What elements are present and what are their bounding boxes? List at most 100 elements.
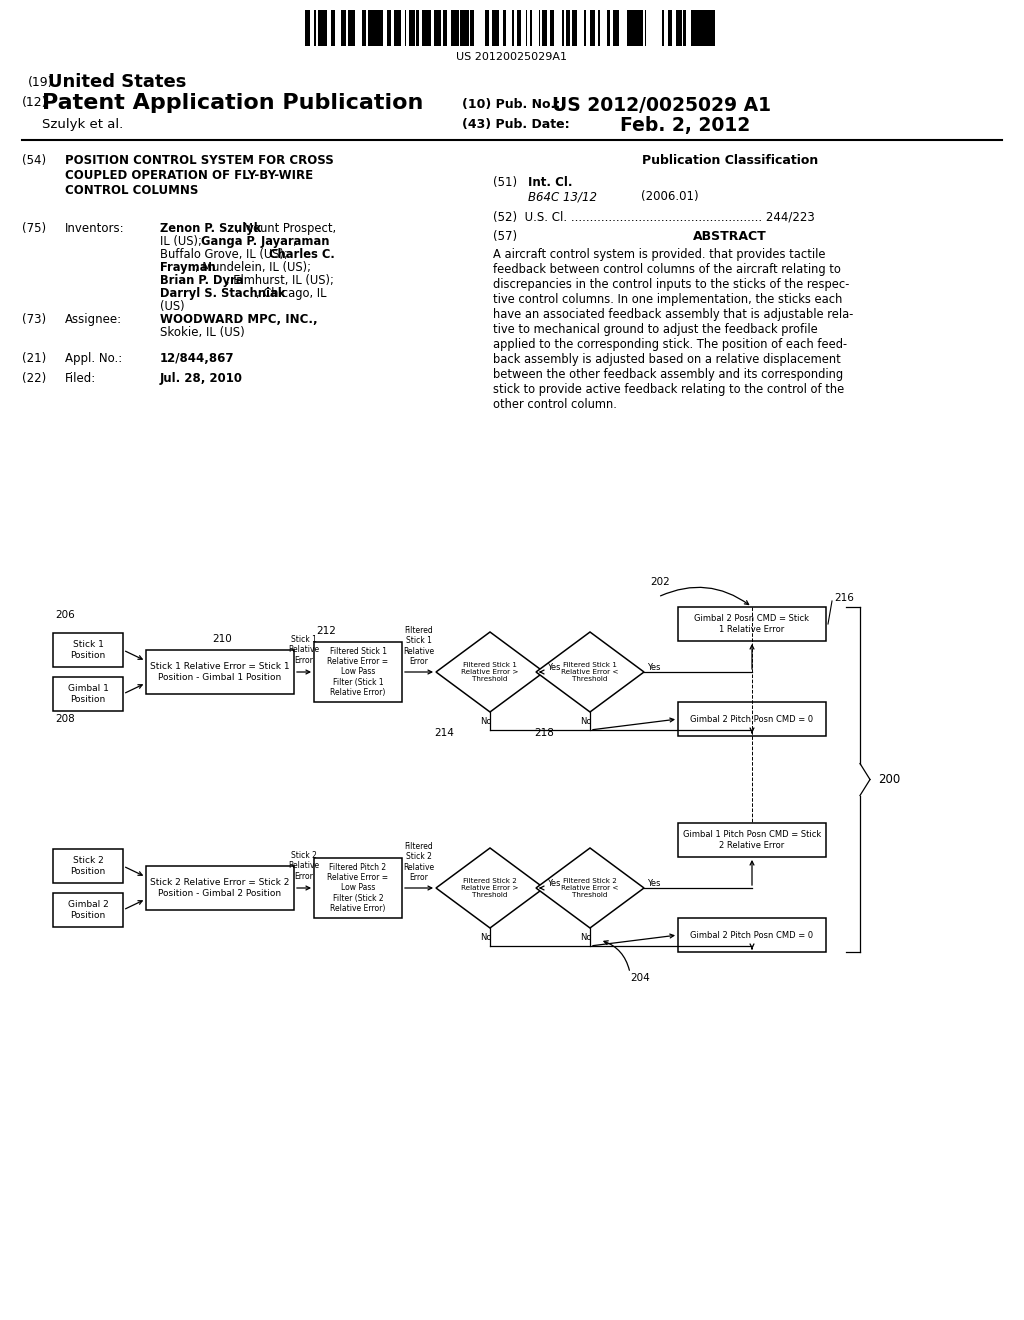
Text: , Chicago, IL: , Chicago, IL xyxy=(256,286,327,300)
Text: No: No xyxy=(581,933,592,942)
Bar xyxy=(53,677,123,711)
Bar xyxy=(425,11,427,46)
Text: Frayman: Frayman xyxy=(160,261,216,275)
Text: (75): (75) xyxy=(22,222,46,235)
Bar xyxy=(427,11,429,46)
Text: (52)  U.S. Cl. ................................................... 244/223: (52) U.S. Cl. ..........................… xyxy=(493,210,815,223)
Bar xyxy=(375,11,379,46)
Text: 208: 208 xyxy=(55,714,75,723)
Text: Gimbal 2
Position: Gimbal 2 Position xyxy=(68,900,109,920)
Bar xyxy=(632,11,635,46)
Bar xyxy=(700,11,702,46)
Text: Publication Classification: Publication Classification xyxy=(642,154,818,168)
Bar xyxy=(471,11,473,46)
Text: Stick 2
Position: Stick 2 Position xyxy=(71,857,105,875)
Text: (54): (54) xyxy=(22,154,46,168)
Bar xyxy=(678,607,826,642)
Text: (12): (12) xyxy=(22,96,47,110)
Bar xyxy=(572,11,574,46)
Text: (10) Pub. No.:: (10) Pub. No.: xyxy=(462,98,560,111)
Text: Stick 2 Relative Error = Stick 2
Position - Gimbal 2 Position: Stick 2 Relative Error = Stick 2 Positio… xyxy=(151,878,290,898)
Bar xyxy=(668,11,670,46)
Text: , Elmhurst, IL (US);: , Elmhurst, IL (US); xyxy=(225,275,334,286)
Text: IL (US);: IL (US); xyxy=(160,235,206,248)
Bar xyxy=(496,11,499,46)
Bar xyxy=(146,649,294,694)
Text: Int. Cl.: Int. Cl. xyxy=(528,176,572,189)
Bar xyxy=(396,11,399,46)
Bar xyxy=(368,11,370,46)
Bar xyxy=(551,11,553,46)
Bar xyxy=(436,11,440,46)
Bar xyxy=(678,917,826,952)
Bar xyxy=(323,11,325,46)
Text: ABSTRACT: ABSTRACT xyxy=(693,230,767,243)
Text: Yes: Yes xyxy=(547,879,560,888)
Text: Darryl S. Stachniak: Darryl S. Stachniak xyxy=(160,286,286,300)
Bar xyxy=(319,11,323,46)
Text: Inventors:: Inventors: xyxy=(65,222,125,235)
Bar xyxy=(627,11,630,46)
Text: , Mundelein, IL (US);: , Mundelein, IL (US); xyxy=(196,261,311,275)
Text: Filed:: Filed: xyxy=(65,372,96,385)
Bar xyxy=(409,11,411,46)
Bar xyxy=(146,866,294,909)
Bar xyxy=(662,11,664,46)
Text: , Mount Prospect,: , Mount Prospect, xyxy=(236,222,336,235)
Bar xyxy=(693,11,695,46)
Bar xyxy=(389,11,391,46)
Bar xyxy=(53,849,123,883)
Bar xyxy=(451,11,455,46)
Text: Yes: Yes xyxy=(547,664,560,672)
Polygon shape xyxy=(436,632,544,711)
Text: (51): (51) xyxy=(493,176,517,189)
Bar xyxy=(613,11,615,46)
Bar xyxy=(429,11,431,46)
Text: Filtered
Stick 1
Relative
Error: Filtered Stick 1 Relative Error xyxy=(403,626,434,667)
Text: Stick 1 Relative Error = Stick 1
Position - Gimbal 1 Position: Stick 1 Relative Error = Stick 1 Positio… xyxy=(151,663,290,681)
Bar xyxy=(678,702,826,737)
Bar xyxy=(635,11,637,46)
Text: (73): (73) xyxy=(22,313,46,326)
Text: Filtered
Stick 2
Relative
Error: Filtered Stick 2 Relative Error xyxy=(403,842,434,882)
Text: ,: , xyxy=(292,235,296,248)
Bar xyxy=(680,11,682,46)
Bar xyxy=(399,11,401,46)
Text: (2006.01): (2006.01) xyxy=(641,190,698,203)
Bar xyxy=(575,11,577,46)
Bar xyxy=(712,11,714,46)
Bar xyxy=(305,11,307,46)
Text: US 2012/0025029 A1: US 2012/0025029 A1 xyxy=(552,96,771,115)
Text: (43) Pub. Date:: (43) Pub. Date: xyxy=(462,117,569,131)
Text: Filtered Stick 2
Relative Error <
Threshold: Filtered Stick 2 Relative Error < Thresh… xyxy=(561,878,618,898)
Text: Stick 2
Relative
Error: Stick 2 Relative Error xyxy=(289,851,319,880)
Text: Gimbal 2 Posn CMD = Stick
1 Relative Error: Gimbal 2 Posn CMD = Stick 1 Relative Err… xyxy=(694,614,810,634)
Text: 212: 212 xyxy=(316,626,336,636)
Bar xyxy=(318,11,319,46)
Text: 216: 216 xyxy=(834,593,854,603)
Text: 202: 202 xyxy=(650,577,670,587)
Bar xyxy=(566,11,570,46)
Bar xyxy=(708,11,712,46)
Bar xyxy=(706,11,708,46)
Text: Yes: Yes xyxy=(647,879,660,888)
Text: 12/844,867: 12/844,867 xyxy=(160,352,234,366)
Bar xyxy=(702,11,705,46)
Text: Stick 1
Position: Stick 1 Position xyxy=(71,640,105,660)
Text: Appl. No.:: Appl. No.: xyxy=(65,352,122,366)
Bar xyxy=(373,11,375,46)
Text: 206: 206 xyxy=(55,610,75,620)
Text: 210: 210 xyxy=(212,634,231,644)
Text: Stick 1
Relative
Error: Stick 1 Relative Error xyxy=(289,635,319,665)
Text: (US): (US) xyxy=(160,300,184,313)
Bar xyxy=(639,11,643,46)
Text: Szulyk et al.: Szulyk et al. xyxy=(42,117,123,131)
Text: Gimbal 2 Pitch Posn CMD = 0: Gimbal 2 Pitch Posn CMD = 0 xyxy=(690,714,813,723)
Bar xyxy=(325,11,327,46)
Text: POSITION CONTROL SYSTEM FOR CROSS
COUPLED OPERATION OF FLY-BY-WIRE
CONTROL COLUM: POSITION CONTROL SYSTEM FOR CROSS COUPLE… xyxy=(65,154,334,197)
Text: Charles C.: Charles C. xyxy=(269,248,335,261)
Bar xyxy=(591,11,595,46)
Bar xyxy=(608,11,610,46)
Text: No: No xyxy=(480,717,492,726)
Bar xyxy=(462,11,466,46)
